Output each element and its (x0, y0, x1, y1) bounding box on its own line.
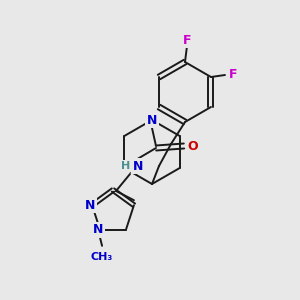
Text: O: O (188, 140, 198, 152)
Text: N: N (85, 199, 95, 212)
Text: N: N (147, 113, 157, 127)
Text: F: F (229, 68, 237, 82)
Text: N: N (133, 160, 143, 172)
Text: F: F (183, 34, 191, 46)
Text: N: N (93, 223, 103, 236)
Text: CH₃: CH₃ (91, 252, 113, 262)
Text: H: H (122, 161, 130, 171)
